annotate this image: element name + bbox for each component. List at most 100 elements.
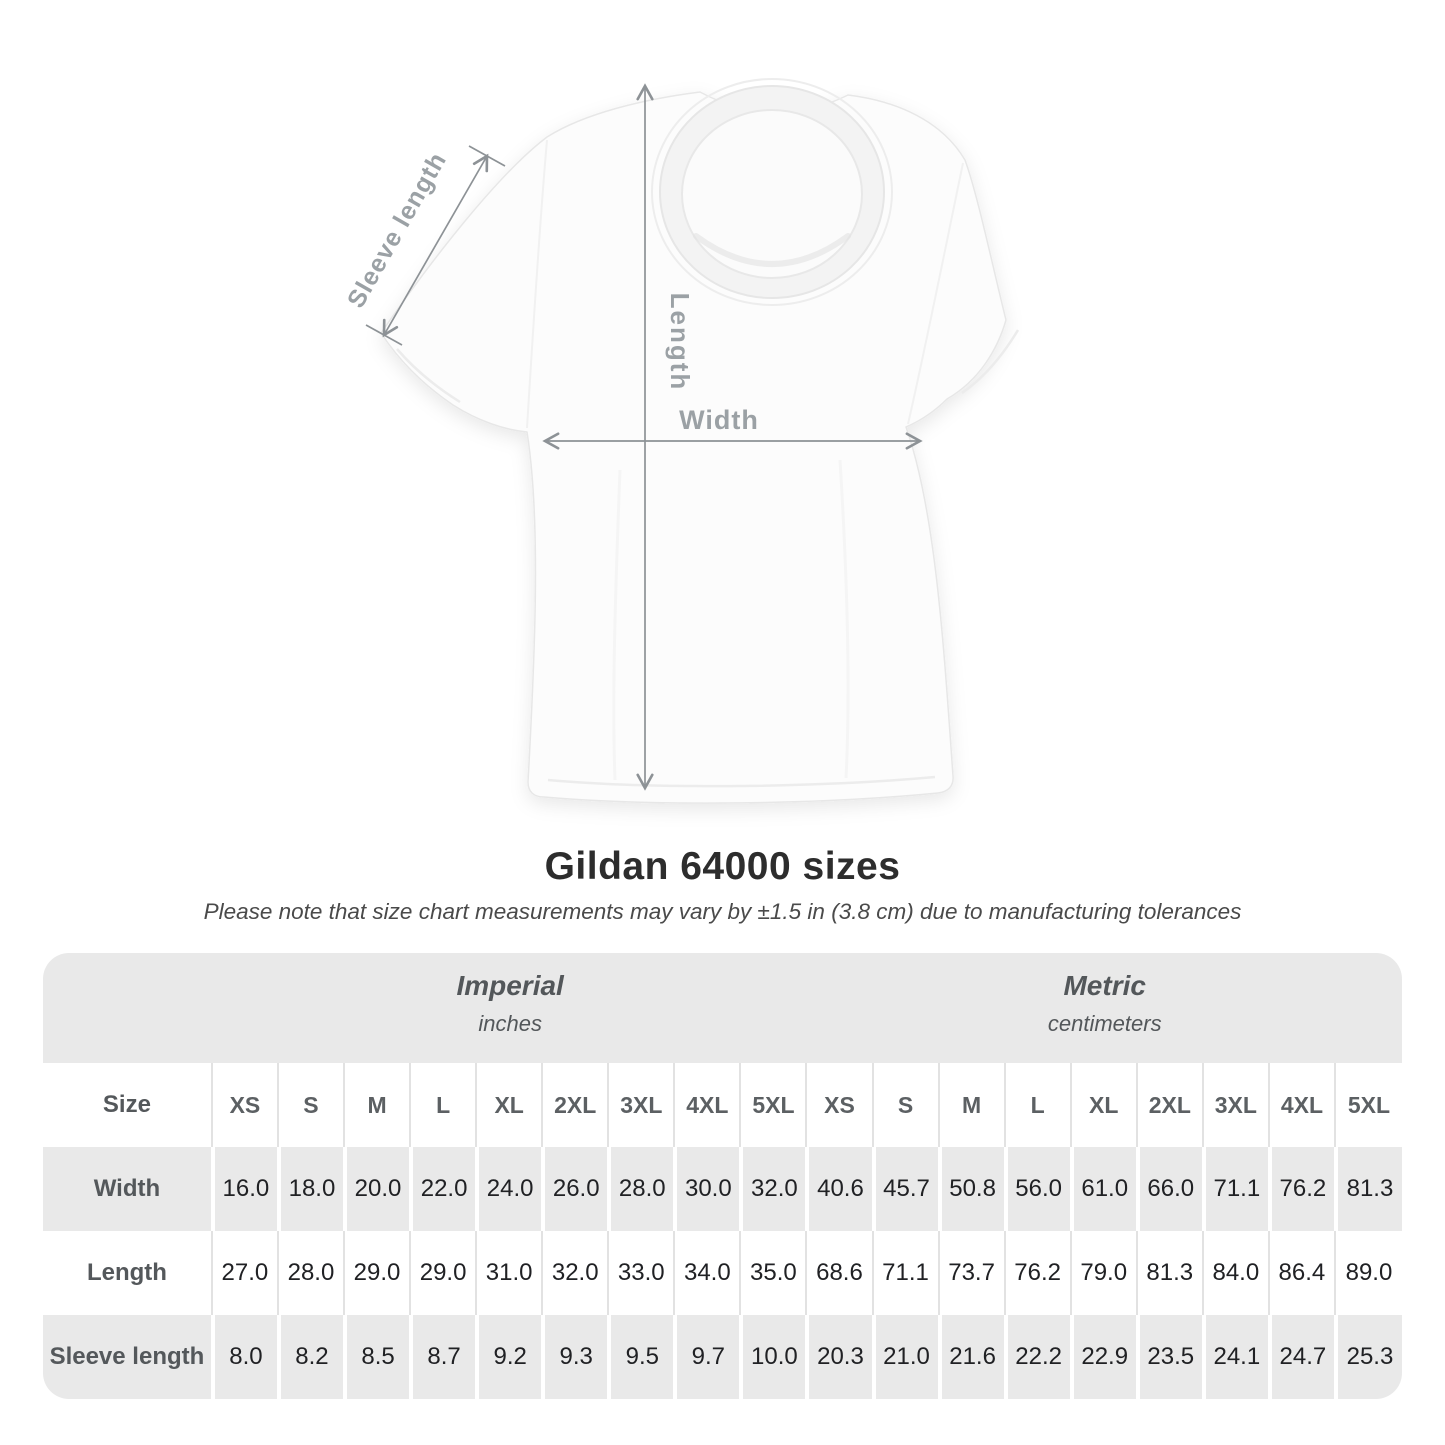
measurement-cell: 76.2 bbox=[1006, 1231, 1072, 1315]
measurement-cell: 29.0 bbox=[411, 1231, 478, 1315]
measurement-cell: 8.2 bbox=[280, 1315, 343, 1399]
measurement-cell: 73.7 bbox=[940, 1231, 1006, 1315]
sleeve-dimension-arrow bbox=[382, 153, 489, 338]
measurement-cell: 71.1 bbox=[1205, 1147, 1268, 1231]
measurement-cell: 84.0 bbox=[1204, 1231, 1270, 1315]
tshirt-size-diagram: Sleeve length Length Width bbox=[342, 78, 1020, 804]
measurement-cell: 24.7 bbox=[1271, 1315, 1334, 1399]
measurement-cell: 28.0 bbox=[279, 1231, 345, 1315]
measurement-cell: 22.2 bbox=[1007, 1315, 1070, 1399]
length-dimension-label: Length bbox=[665, 293, 695, 392]
units-header-band: Imperial inches Metric centimeters bbox=[43, 953, 1402, 1063]
measurement-cell: 32.0 bbox=[543, 1231, 610, 1315]
measurement-cell: 9.3 bbox=[545, 1315, 608, 1399]
size-header-row: Size XS S M L XL 2XL 3XL 4XL 5XL XS S M L XL 2XL 3XL 4XL 5… bbox=[43, 1063, 1402, 1147]
size-header-cell: 4XL bbox=[1270, 1063, 1336, 1147]
imperial-section-unit: inches bbox=[478, 1011, 542, 1036]
measurement-cell: 9.2 bbox=[479, 1315, 542, 1399]
measurement-cell: 10.0 bbox=[743, 1315, 806, 1399]
measurement-cell: 79.0 bbox=[1072, 1231, 1138, 1315]
right-sleeve-seam bbox=[907, 162, 964, 425]
collar-shadow bbox=[693, 233, 851, 267]
fold-line bbox=[838, 459, 850, 779]
measurement-cell: 56.0 bbox=[1007, 1147, 1070, 1231]
measurements-grid: Size XS S M L XL 2XL 3XL 4XL 5XL XS S M L XL 2XL 3XL 4XL 5… bbox=[43, 1063, 1402, 1399]
size-header-cell: 3XL bbox=[609, 1063, 676, 1147]
measurement-cell: 30.0 bbox=[677, 1147, 740, 1231]
measurement-cell: 35.0 bbox=[741, 1231, 808, 1315]
measurement-cell: 24.0 bbox=[479, 1147, 542, 1231]
size-header-cell: L bbox=[1006, 1063, 1072, 1147]
measurement-cell: 68.6 bbox=[807, 1231, 874, 1315]
width-dimension-label: Width bbox=[679, 405, 759, 435]
size-header-cell: 2XL bbox=[543, 1063, 610, 1147]
measurement-cell: 40.6 bbox=[809, 1147, 872, 1231]
measurement-cell: 27.0 bbox=[213, 1231, 279, 1315]
left-cuff-seam bbox=[396, 348, 461, 404]
measurement-cell: 34.0 bbox=[675, 1231, 742, 1315]
measurement-cell: 61.0 bbox=[1073, 1147, 1136, 1231]
measurement-cell: 24.1 bbox=[1205, 1315, 1268, 1399]
measurement-cell: 32.0 bbox=[743, 1147, 806, 1231]
size-header-cell: 3XL bbox=[1204, 1063, 1270, 1147]
size-header-cell: 4XL bbox=[675, 1063, 742, 1147]
measurement-cell: 81.3 bbox=[1138, 1231, 1204, 1315]
row-label: Width bbox=[43, 1147, 211, 1231]
measurement-cell: 22.0 bbox=[413, 1147, 476, 1231]
measurement-cell: 28.0 bbox=[611, 1147, 674, 1231]
size-header-cell: XL bbox=[1072, 1063, 1138, 1147]
size-header-cell: M bbox=[940, 1063, 1006, 1147]
measurement-cell: 21.6 bbox=[941, 1315, 1004, 1399]
measurement-cell: 89.0 bbox=[1345, 1259, 1393, 1286]
measurement-cell: 66.0 bbox=[1139, 1147, 1202, 1231]
measurement-cell: 8.5 bbox=[347, 1315, 410, 1399]
measurement-cell: 26.0 bbox=[545, 1147, 608, 1231]
row-label: Sleeve length bbox=[43, 1315, 211, 1399]
hem-seam bbox=[547, 775, 936, 788]
measurement-cell: 16.0 bbox=[214, 1147, 277, 1231]
measurement-cell: 45.7 bbox=[875, 1147, 938, 1231]
measurement-cell: 18.0 bbox=[280, 1147, 343, 1231]
size-header-cell: M bbox=[345, 1063, 412, 1147]
measurement-cell: 8.7 bbox=[413, 1315, 476, 1399]
measurement-cell: 20.0 bbox=[347, 1147, 410, 1231]
measurement-cell: 25.3 bbox=[1337, 1315, 1402, 1399]
measurement-cell: 9.5 bbox=[611, 1315, 674, 1399]
measurement-cell: 76.2 bbox=[1271, 1147, 1334, 1231]
measurement-cell: 8.0 bbox=[214, 1315, 277, 1399]
measurement-row: Length 27.0 28.0 29.0 29.0 31.0 32.0 33.0 34.0 35… bbox=[43, 1231, 1402, 1315]
sleeve-dimension-cap-top bbox=[468, 145, 506, 167]
row-label: Length bbox=[43, 1231, 213, 1315]
size-header-cell: XL bbox=[477, 1063, 544, 1147]
fold-line bbox=[612, 469, 622, 781]
measurement-cell: 23.5 bbox=[1139, 1315, 1202, 1399]
size-header-cell: 5XL bbox=[741, 1063, 808, 1147]
imperial-section-name: Imperial bbox=[456, 970, 564, 1001]
measurement-cell: 86.4 bbox=[1270, 1231, 1336, 1315]
measurement-row: Sleeve length 8.0 8.2 8.5 8.7 9.2 9.3 9.5 9.7 10.… bbox=[43, 1315, 1402, 1399]
size-header-cell: S bbox=[874, 1063, 940, 1147]
size-table: Imperial inches Metric centimeters Size X… bbox=[43, 953, 1402, 1399]
left-sleeve-seam bbox=[526, 139, 548, 429]
measurement-cell: 29.0 bbox=[345, 1231, 412, 1315]
measurement-cell: 71.1 bbox=[874, 1231, 940, 1315]
size-header-cell: 5XL bbox=[1347, 1091, 1391, 1118]
metric-section-header: Metric centimeters bbox=[807, 970, 1402, 1037]
measurement-cell: 81.3 bbox=[1337, 1147, 1402, 1231]
measurement-cell: 22.9 bbox=[1073, 1315, 1136, 1399]
metric-section-name: Metric bbox=[1063, 970, 1146, 1001]
sleeve-dimension-cap-bottom bbox=[365, 324, 403, 346]
metric-section-unit: centimeters bbox=[1047, 1011, 1162, 1036]
size-header-cell: L bbox=[411, 1063, 478, 1147]
size-header-cell: XS bbox=[213, 1063, 279, 1147]
measurement-cell: 20.3 bbox=[809, 1315, 872, 1399]
measurement-cell: 21.0 bbox=[875, 1315, 938, 1399]
imperial-section-header: Imperial inches bbox=[213, 970, 808, 1037]
measurement-cell: 50.8 bbox=[941, 1147, 1004, 1231]
page-title: Gildan 64000 sizes bbox=[544, 845, 901, 888]
measurement-cell: 31.0 bbox=[477, 1231, 544, 1315]
measurement-row: Width 16.0 18.0 20.0 22.0 24.0 26.0 28.0 30.0 32.… bbox=[43, 1147, 1402, 1231]
right-cuff-seam bbox=[961, 329, 1020, 395]
size-header-cell: 2XL bbox=[1138, 1063, 1204, 1147]
